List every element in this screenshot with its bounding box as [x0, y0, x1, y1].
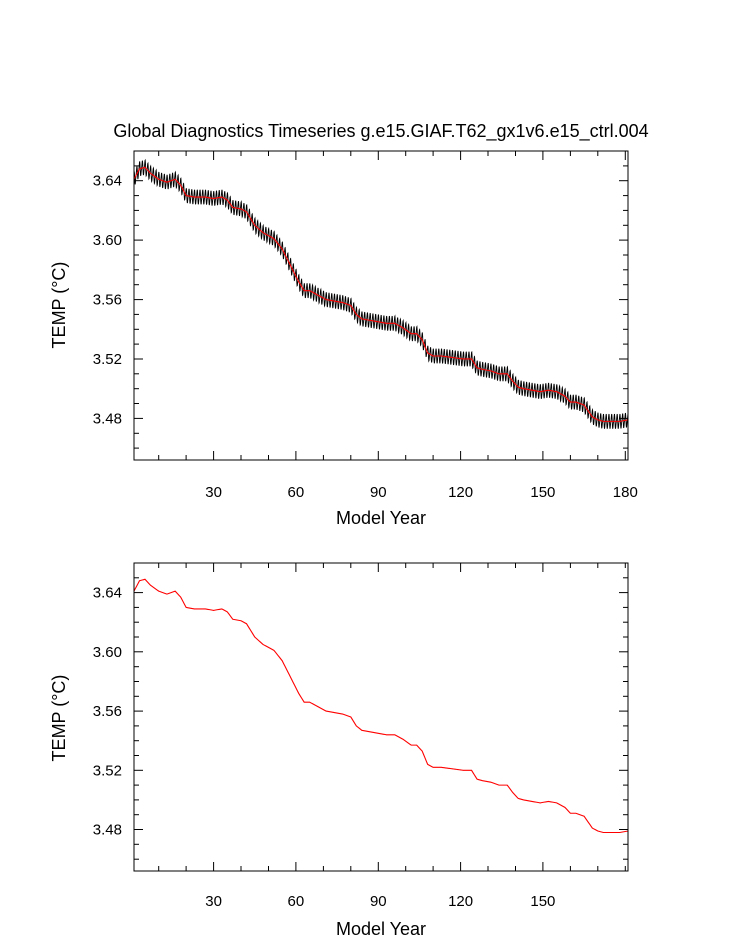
- x-tick-label: 60: [288, 893, 305, 910]
- annual-mean-series-line: [134, 166, 628, 422]
- y-tick-label: 3.56: [93, 292, 122, 309]
- y-tick-label: 3.52: [93, 351, 122, 368]
- monthly-series-line: [134, 158, 628, 429]
- y-tick-label: 3.64: [93, 173, 122, 190]
- x-tick-label: 120: [448, 893, 473, 910]
- y-tick-label: 3.64: [93, 585, 122, 602]
- chart-title: Global Diagnostics Timeseries g.e15.GIAF…: [113, 121, 648, 142]
- x-tick-label: 180: [613, 484, 638, 501]
- y-axis-title: TEMP (°C): [49, 675, 69, 762]
- y-tick-label: 3.60: [93, 232, 122, 249]
- y-tick-label: 3.48: [93, 410, 122, 427]
- x-tick-label: 150: [530, 484, 555, 501]
- x-tick-label: 30: [205, 893, 222, 910]
- x-tick-label: 30: [205, 484, 222, 501]
- y-tick-label: 3.52: [93, 762, 122, 779]
- y-axis-title: TEMP (°C): [49, 262, 69, 349]
- x-tick-label: 60: [288, 484, 305, 501]
- x-axis-title: Model Year: [336, 919, 426, 939]
- bottom-chart: 30 60 90 120 150 3.48 3.52 3.56 3.60 3.64 Model Y…: [49, 562, 629, 939]
- x-tick-label: 90: [370, 893, 387, 910]
- x-tick-label: 150: [530, 893, 555, 910]
- y-tick-label: 3.48: [93, 822, 122, 839]
- x-tick-label: 90: [370, 484, 387, 501]
- annual-mean-series-line: [134, 578, 628, 834]
- x-tick-label: 120: [448, 484, 473, 501]
- y-tick-label: 3.56: [93, 703, 122, 720]
- plot-frame: [133, 562, 629, 872]
- plot-frame: [133, 150, 629, 461]
- y-tick-label: 3.60: [93, 644, 122, 661]
- top-chart: Global Diagnostics Timeseries g.e15.GIAF…: [49, 121, 649, 528]
- x-axis-title: Model Year: [336, 508, 426, 528]
